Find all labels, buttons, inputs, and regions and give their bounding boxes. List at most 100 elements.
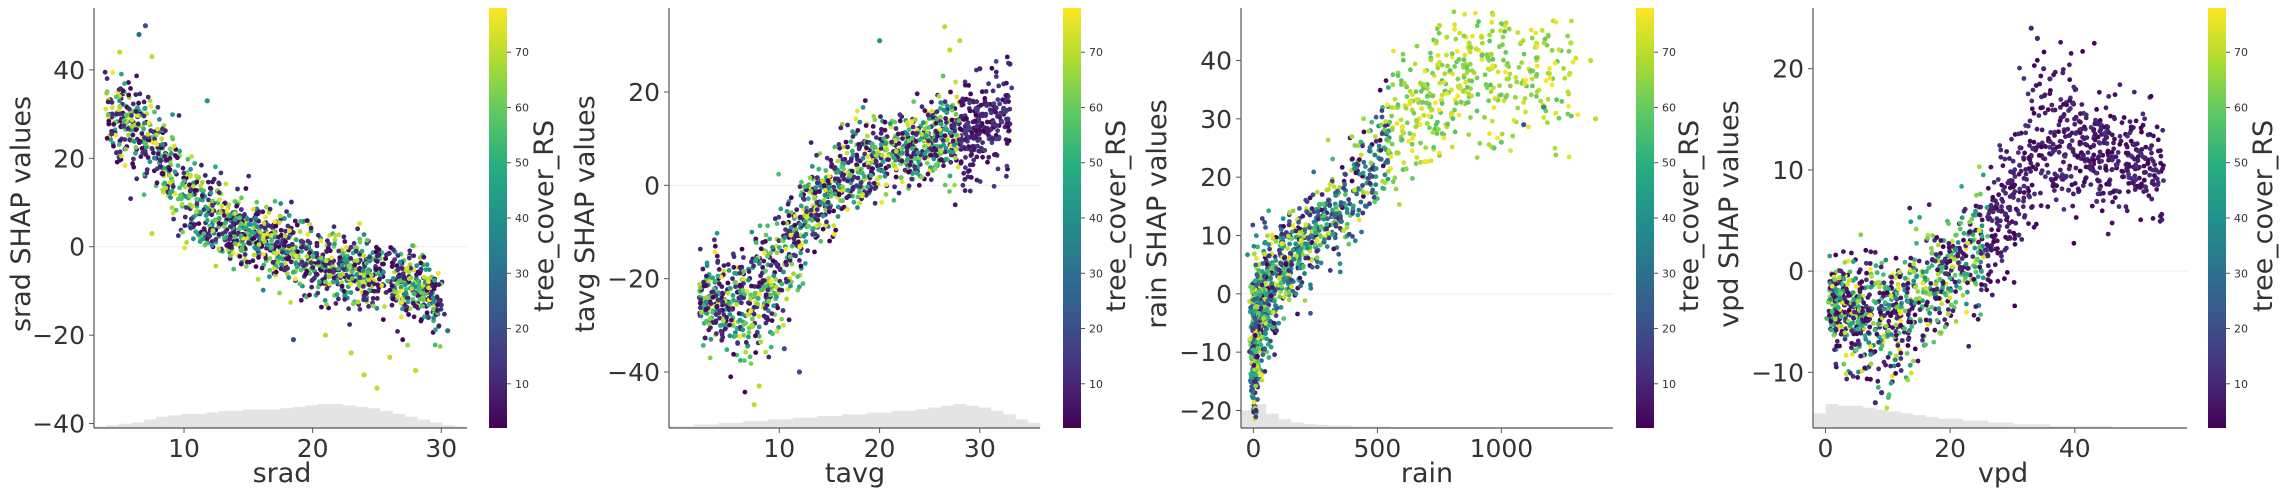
scatter-point — [817, 189, 822, 194]
scatter-point — [867, 188, 873, 193]
scatter-point — [246, 222, 252, 227]
scatter-point — [2045, 170, 2051, 176]
scatter-point — [753, 240, 759, 246]
scatter-point — [122, 137, 128, 142]
scatter-point — [1004, 163, 1010, 169]
scatter-point — [1326, 197, 1331, 203]
colorbar-tick-label: 60 — [1662, 101, 1676, 114]
scatter-point — [1360, 170, 1366, 176]
scatter-point — [1296, 219, 1301, 225]
scatter-point — [967, 100, 972, 106]
scatter-point — [239, 195, 244, 201]
scatter-point — [765, 223, 770, 229]
scatter-point — [906, 183, 912, 189]
scatter-point — [356, 282, 362, 287]
scatter-point — [1313, 230, 1318, 236]
scatter-point — [1519, 60, 1525, 65]
scatter-point — [1463, 79, 1468, 85]
scatter-point — [1352, 238, 1358, 244]
scatter-point — [113, 94, 119, 100]
scatter-point — [2117, 133, 2123, 139]
scatter-point — [741, 332, 747, 338]
scatter-point — [984, 119, 990, 125]
scatter-point — [111, 121, 117, 127]
scatter-point — [126, 92, 132, 98]
scatter-point — [366, 282, 372, 288]
scatter-point — [315, 290, 321, 296]
scatter-point — [111, 143, 116, 149]
scatter-point — [749, 259, 754, 265]
scatter-point — [1449, 144, 1455, 150]
scatter-point — [1281, 294, 1287, 300]
scatter-point — [437, 344, 443, 349]
scatter-point — [1262, 347, 1267, 352]
scatter-point — [331, 224, 337, 230]
scatter-point — [756, 324, 762, 330]
scatter-point — [902, 167, 908, 173]
scatter-point — [1322, 213, 1327, 218]
scatter-point — [774, 328, 780, 334]
scatter-point — [209, 212, 215, 218]
scatter-point — [252, 221, 257, 227]
scatter-point — [1305, 255, 1311, 261]
scatter-point — [854, 108, 860, 114]
scatter-point — [161, 165, 167, 171]
scatter-point — [826, 209, 832, 215]
scatter-point — [1423, 145, 1429, 151]
scatter-point — [311, 275, 317, 281]
scatter-point — [947, 189, 952, 194]
scatter-point — [126, 132, 131, 138]
scatter-point — [433, 327, 438, 333]
scatter-point — [967, 188, 973, 194]
scatter-point — [765, 287, 771, 293]
scatter-point — [232, 211, 238, 216]
scatter-point — [860, 105, 866, 110]
scatter-point — [1430, 70, 1435, 76]
scatter-point — [181, 170, 187, 176]
scatter-point — [364, 290, 369, 296]
scatter-point — [1462, 52, 1468, 58]
scatter-point — [1308, 282, 1313, 288]
scatter-point — [1380, 178, 1385, 184]
histogram-bar — [404, 416, 418, 428]
scatter-point — [126, 106, 132, 112]
scatter-point — [436, 323, 442, 329]
scatter-point — [421, 274, 427, 280]
scatter-point — [802, 218, 808, 224]
scatter-point — [104, 76, 110, 81]
scatter-point — [1253, 262, 1259, 268]
scatter-point — [717, 308, 722, 314]
scatter-point — [1283, 262, 1289, 267]
scatter-point — [742, 389, 748, 395]
scatter-point — [253, 215, 259, 221]
scatter-point — [1457, 30, 1463, 36]
scatter-point — [237, 215, 243, 221]
scatter-point — [797, 215, 803, 221]
scatter-point — [1556, 115, 1562, 121]
scatter-point — [899, 131, 905, 136]
scatter-point — [389, 302, 395, 308]
scatter-point — [924, 148, 930, 154]
scatter-point — [361, 372, 367, 378]
scatter-point — [1928, 281, 1934, 286]
scatter-point — [857, 119, 863, 125]
scatter-point — [227, 236, 233, 242]
scatter-point — [1395, 73, 1401, 78]
scatter-point — [110, 105, 115, 110]
ylabel-tavg: tavg SHAP values — [570, 95, 601, 332]
scatter-point — [1452, 64, 1458, 69]
scatter-point — [145, 94, 151, 100]
scatter-point — [1267, 246, 1272, 252]
scatter-point — [1428, 50, 1433, 56]
scatter-point — [843, 139, 849, 145]
scatter-point — [216, 180, 222, 186]
scatter-point — [133, 127, 139, 133]
scatter-point — [1269, 266, 1274, 271]
histogram-bar — [1875, 409, 1889, 428]
scatter-point — [785, 201, 791, 207]
scatter-point — [120, 88, 126, 94]
scatter-point — [717, 323, 723, 328]
scatter-point — [395, 267, 401, 273]
scatter-point — [721, 263, 727, 268]
scatter-point — [710, 275, 715, 281]
